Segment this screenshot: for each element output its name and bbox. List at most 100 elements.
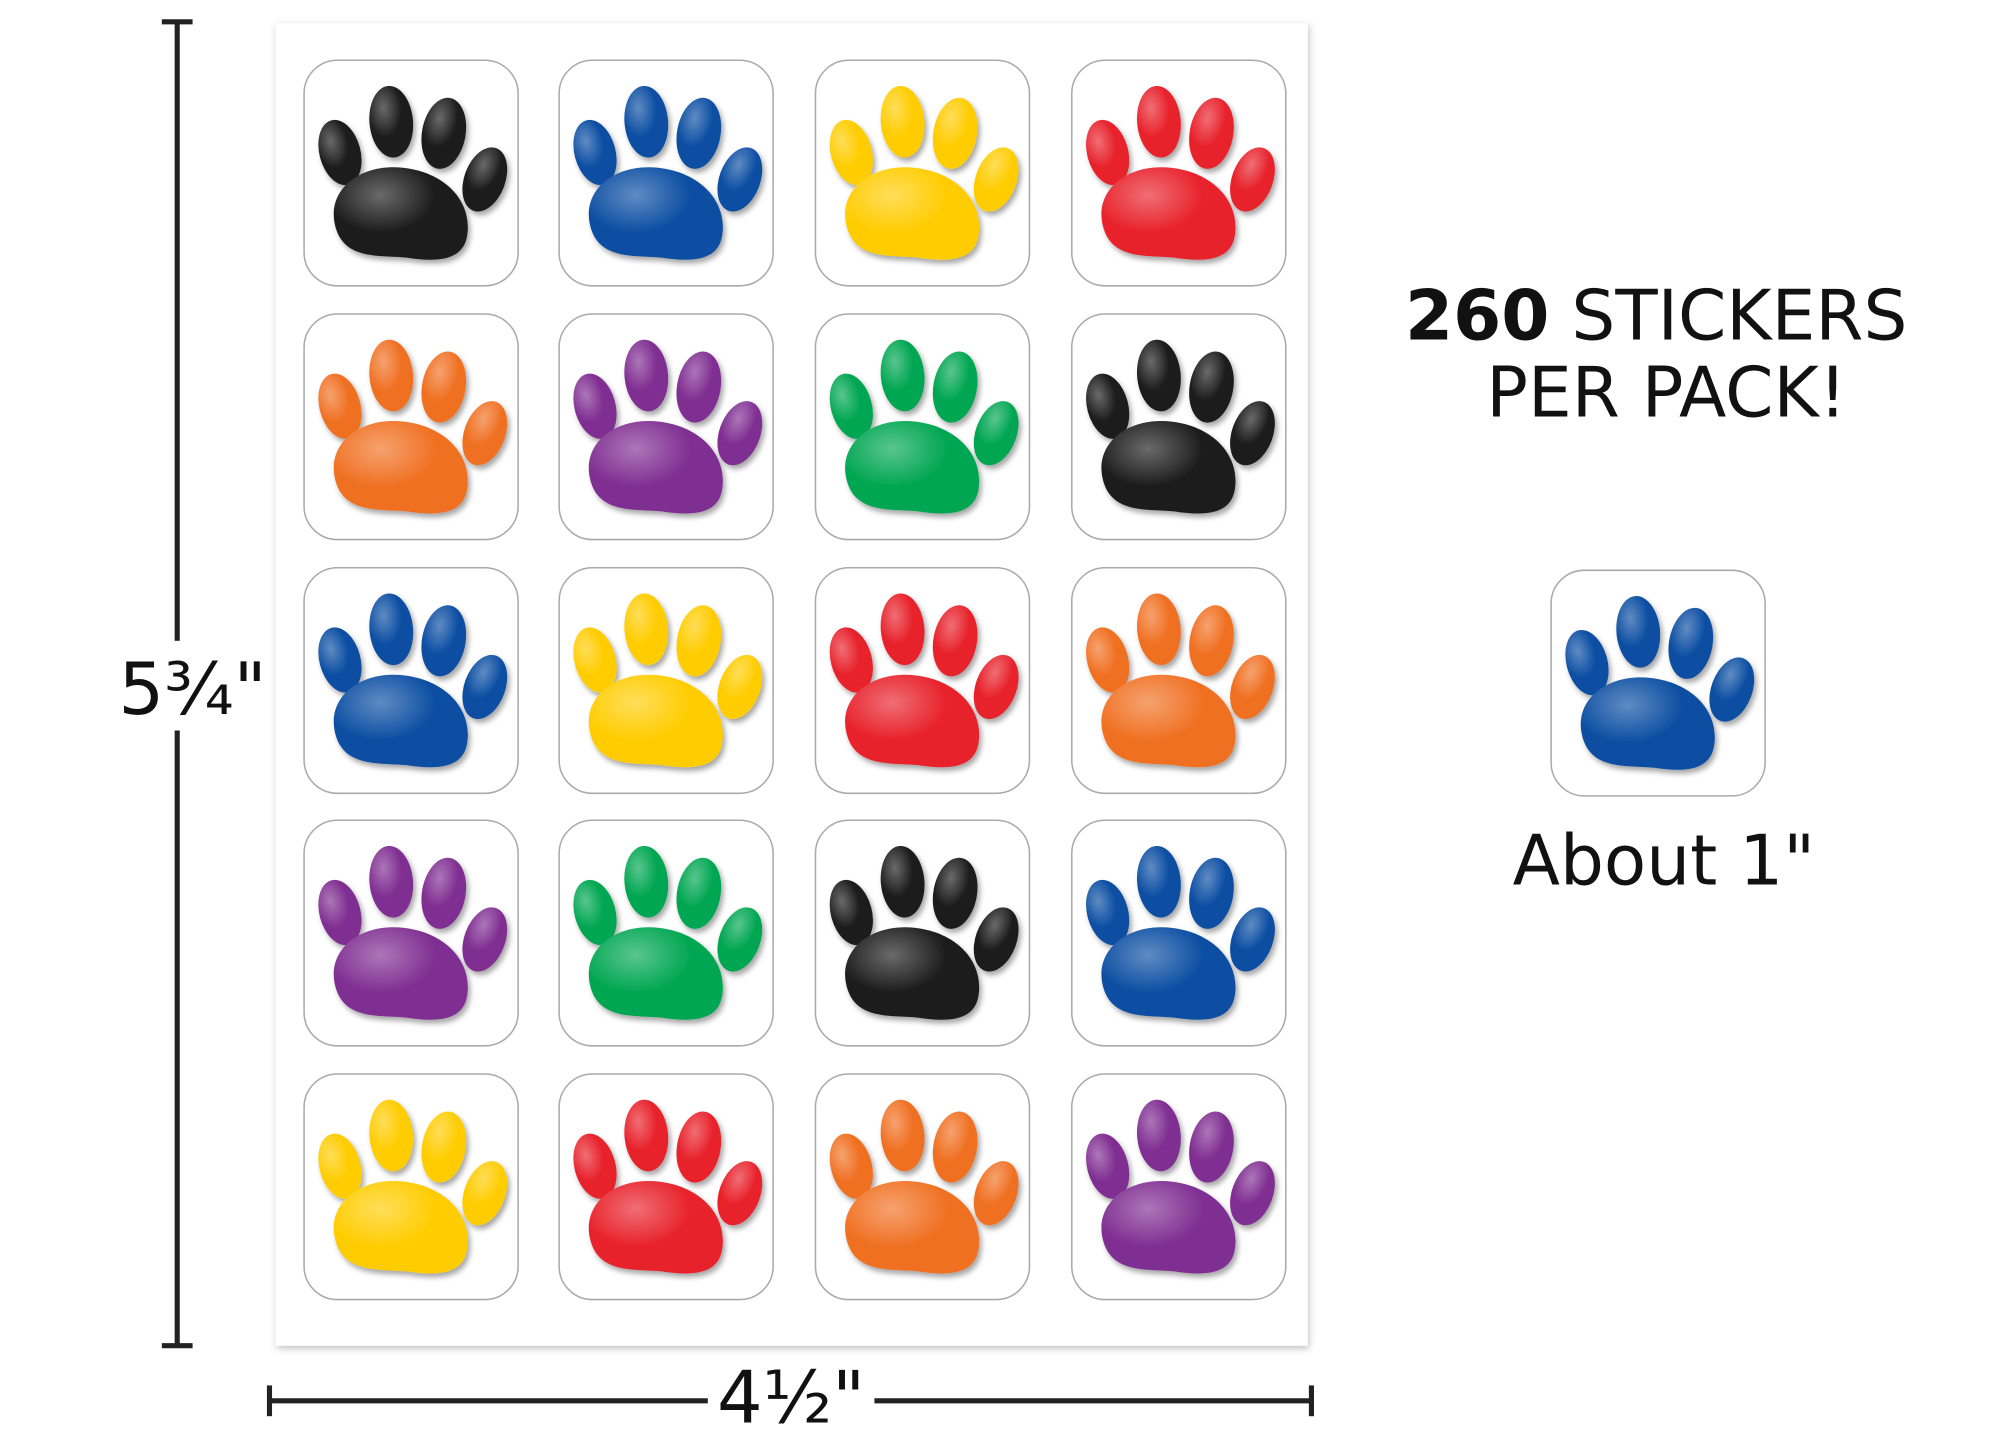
paw-print (318, 1099, 508, 1274)
paw-shine (421, 97, 467, 169)
paw-shine (318, 879, 362, 946)
paw-shine (421, 351, 467, 423)
sticker (303, 313, 519, 541)
sticker (558, 59, 774, 287)
paw-print (829, 1099, 1019, 1274)
paw-shine (1189, 351, 1234, 423)
paw-shine (462, 654, 508, 720)
paw-shine (1101, 167, 1236, 260)
paw-shine (369, 339, 414, 412)
paw-shine (624, 845, 669, 918)
paw-print (1086, 845, 1275, 1020)
paw-shine (829, 1133, 873, 1199)
paw-shine (880, 339, 925, 412)
headline-line2: PER PACK! (1486, 354, 1846, 434)
paw-shine (369, 845, 414, 918)
paw-shine (1136, 1099, 1181, 1172)
paw-shine (624, 1099, 669, 1172)
paw-shine (369, 593, 414, 666)
paw-shine (588, 420, 723, 514)
paw-print (1565, 596, 1755, 770)
paw-print (1086, 85, 1275, 260)
paw-shine (588, 927, 723, 1020)
paw-shine (1086, 879, 1130, 946)
paw-shine (1189, 97, 1234, 169)
headline-text: STICKERS (1571, 277, 1907, 357)
paw-shine (573, 1133, 617, 1199)
paw-print (829, 593, 1019, 768)
paw-print (573, 85, 763, 260)
label-backdrop (707, 1358, 875, 1429)
sticker-grid (303, 59, 1287, 1301)
paw-shine (624, 85, 669, 158)
paw-shine (1230, 1161, 1275, 1226)
paw-shine (845, 1180, 980, 1274)
paw-shine (676, 857, 722, 929)
sample-sticker (1550, 569, 1766, 797)
paw-print (318, 593, 508, 768)
height-label: 5¾" (118, 647, 266, 731)
paw-shine (1230, 654, 1275, 720)
sticker (558, 566, 774, 795)
paw-shine (421, 857, 467, 929)
paw-shine (676, 351, 722, 423)
paw-shine (369, 85, 414, 158)
paw-shine (717, 147, 763, 212)
paw-shine (1136, 85, 1181, 158)
paw-shine (1668, 607, 1714, 679)
sticker (814, 819, 1031, 1047)
paw-shine (973, 1161, 1019, 1226)
sticker (1071, 313, 1287, 541)
sticker (303, 819, 519, 1047)
sticker (558, 1073, 774, 1301)
sticker (303, 59, 519, 287)
paw-shine (1230, 907, 1275, 972)
paw-shine (462, 401, 508, 466)
paw-shine (318, 373, 362, 439)
paw-shine (845, 420, 980, 514)
paw-shine (973, 907, 1019, 972)
paw-shine (1136, 593, 1181, 666)
paw-shine (880, 85, 925, 158)
paw-shine (932, 857, 978, 929)
paw-shine (932, 605, 978, 677)
headline: 260 STICKERS (1405, 277, 1907, 357)
paw-print (318, 845, 508, 1020)
paw-shine (421, 605, 467, 677)
paw-shine (333, 1180, 468, 1274)
sticker (1071, 1073, 1287, 1301)
paw-shine (624, 339, 669, 412)
sticker (303, 1073, 519, 1301)
paw-print (573, 845, 763, 1020)
paw-shine (333, 674, 468, 768)
paw-shine (973, 147, 1019, 212)
paw-shine (829, 879, 873, 946)
paw-shine (462, 907, 508, 972)
sticker (558, 313, 774, 541)
sticker (814, 1073, 1031, 1301)
paw-shine (845, 674, 980, 768)
paw-shine (880, 845, 925, 918)
paw-shine (333, 927, 468, 1020)
paw-shine (932, 1111, 978, 1183)
paw-shine (369, 1099, 414, 1172)
paw-shine (1580, 677, 1715, 770)
paw-shine (829, 627, 873, 693)
paw-shine (318, 119, 362, 186)
paw-shine (676, 1111, 722, 1183)
paw-shine (717, 1161, 763, 1226)
paw-shine (676, 97, 722, 169)
paw-print (1086, 593, 1275, 768)
paw-shine (1101, 674, 1236, 768)
paw-shine (1230, 147, 1275, 212)
paw-shine (845, 927, 980, 1020)
sticker (1071, 59, 1287, 287)
paw-shine (624, 593, 669, 666)
paw-shine (932, 351, 978, 423)
paw-shine (1101, 927, 1236, 1020)
paw-shine (318, 627, 362, 693)
sticker (303, 566, 519, 795)
paw-shine (1709, 657, 1755, 722)
